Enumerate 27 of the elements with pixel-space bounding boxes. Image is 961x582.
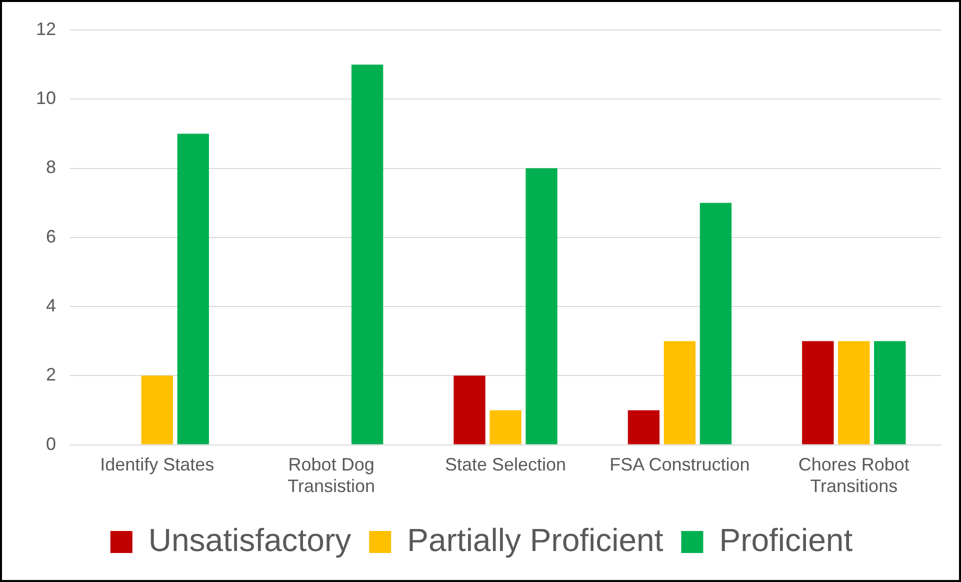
y-tick-label: 6: [46, 226, 56, 246]
legend-label: Partially Proficient: [407, 522, 664, 558]
y-tick-label: 2: [46, 364, 56, 385]
legend-label: Unsatisfactory: [148, 522, 352, 558]
x-tick-label: State Selection: [444, 454, 566, 475]
x-tick-label: Identify States: [100, 454, 214, 475]
bar: [664, 341, 696, 444]
bar: [454, 376, 486, 444]
bar: [874, 341, 906, 444]
bar: [628, 410, 660, 444]
bar: [838, 341, 870, 444]
bar: [526, 168, 558, 444]
y-tick-label: 12: [36, 18, 56, 39]
y-tick-label: 0: [46, 434, 56, 454]
x-tick-label: Robot Dog Transistion: [288, 454, 376, 496]
x-tick-label: FSA Construction: [610, 454, 750, 475]
legend-label: Proficient: [719, 522, 853, 558]
bar: [700, 202, 732, 444]
y-tick-label: 8: [46, 157, 56, 178]
bar: [490, 410, 522, 444]
bar: [802, 341, 834, 444]
x-tick-label: Chores Robot Transitions: [798, 454, 910, 496]
y-tick-label: 4: [46, 296, 56, 316]
bar: [141, 376, 173, 444]
bar: [351, 64, 384, 444]
y-tick-label: 10: [36, 88, 56, 108]
bar: [177, 134, 209, 444]
